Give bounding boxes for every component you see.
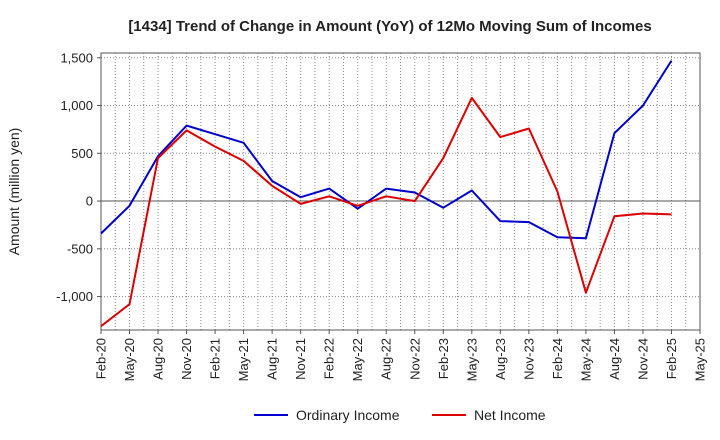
x-tick-label: Nov-20 — [179, 338, 194, 380]
x-tick-label: Feb-20 — [94, 338, 109, 379]
series-lines — [100, 60, 673, 327]
legend-label: Ordinary Income — [296, 407, 400, 423]
y-tick-label: 500 — [71, 146, 93, 161]
series-line-ordinary-income — [100, 60, 673, 240]
x-tick-label: May-23 — [464, 338, 479, 381]
x-tick-label: Feb-24 — [550, 338, 565, 379]
y-tick-label: 0 — [86, 194, 93, 209]
y-axis: 1,500 1,000 500 0 -500 -1,000 — [56, 50, 101, 304]
x-tick-label: May-24 — [578, 338, 593, 381]
y-tick-label: -1,000 — [56, 289, 93, 304]
x-tick-label: Aug-22 — [379, 338, 394, 380]
plot-area — [100, 52, 701, 331]
x-tick-label: May-22 — [350, 338, 365, 381]
chart-title: [1434] Trend of Change in Amount (YoY) o… — [128, 18, 651, 35]
grid — [100, 53, 701, 330]
x-tick-label: Feb-25 — [664, 338, 679, 379]
x-tick-label: Nov-21 — [293, 338, 308, 380]
x-tick-label: Aug-24 — [607, 338, 622, 380]
legend-label: Net Income — [474, 407, 546, 423]
x-tick-label: Aug-20 — [151, 338, 166, 380]
x-axis: Feb-20 May-20 Aug-20 Nov-20 Feb-21 May-21 Aug-… — [94, 330, 708, 381]
y-tick-label: -500 — [67, 241, 93, 256]
x-tick-label: May-25 — [693, 338, 708, 381]
x-tick-label: Nov-23 — [521, 338, 536, 380]
x-tick-label: May-21 — [236, 338, 251, 381]
x-tick-label: Feb-21 — [208, 338, 223, 379]
x-tick-label: Feb-23 — [436, 338, 451, 379]
y-tick-label: 1,000 — [60, 98, 93, 113]
x-tick-label: Aug-21 — [265, 338, 280, 380]
x-tick-label: Nov-24 — [635, 338, 650, 380]
series-line-net-income — [100, 96, 672, 327]
y-tick-label: 1,500 — [60, 50, 93, 65]
x-tick-label: Aug-23 — [493, 338, 508, 380]
x-tick-label: Nov-22 — [407, 338, 422, 380]
legend: Ordinary Income Net Income — [254, 407, 546, 423]
y-axis-label: Amount (million yen) — [6, 128, 22, 256]
x-tick-label: May-20 — [122, 338, 137, 381]
x-tick-label: Feb-22 — [322, 338, 337, 379]
